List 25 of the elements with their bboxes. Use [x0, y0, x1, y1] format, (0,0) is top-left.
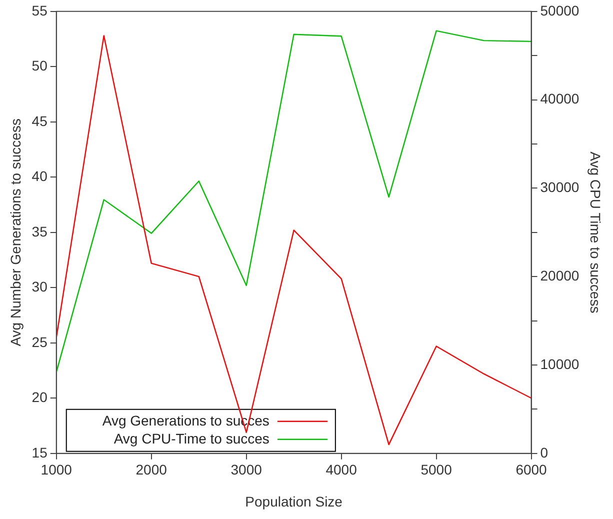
x-tick-label: 2000: [136, 462, 168, 478]
y-tick-label: 55: [32, 2, 48, 18]
x-tick-label: 6000: [516, 462, 548, 478]
y-tick-label: 50: [32, 58, 48, 74]
y2-tick-label: 0: [540, 444, 548, 460]
y-tick-label: 30: [32, 278, 48, 295]
legend-label: Avg CPU-Time to succes: [114, 430, 270, 446]
y2-tick-label: 20000: [540, 267, 580, 284]
x-tick-label: 3000: [230, 462, 262, 478]
y2-tick-label: 40000: [540, 90, 580, 107]
y-tick-label: 40: [32, 168, 48, 184]
y-tick-label: 25: [32, 334, 48, 350]
y-tick-label: 15: [32, 444, 48, 460]
y-tick-label: 45: [32, 112, 48, 129]
x-tick-label: 1000: [40, 462, 72, 478]
y2-tick-label: 10000: [540, 356, 580, 372]
y-axis-title: Avg Number Generations to success: [7, 118, 24, 346]
y2-axis-title: Avg CPU Time to success: [588, 152, 604, 314]
y2-tick-label: 50000: [540, 2, 580, 18]
y-tick-label: 35: [32, 223, 48, 240]
x-axis-title: Population Size: [245, 493, 343, 510]
x-tick-label: 5000: [420, 462, 452, 478]
y2-tick-label: 30000: [540, 179, 580, 196]
y-tick-label: 20: [32, 389, 48, 406]
x-tick-label: 4000: [326, 462, 358, 478]
